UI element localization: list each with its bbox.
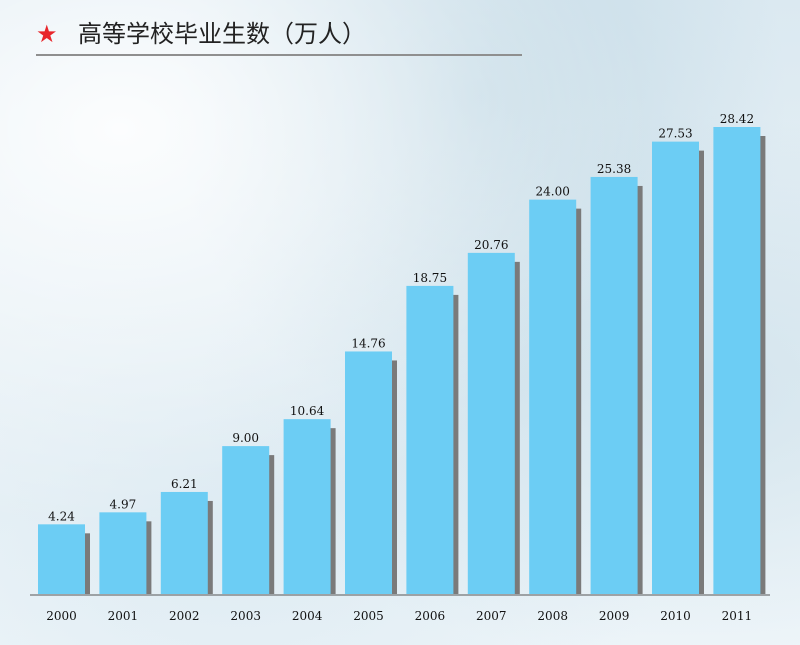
value-label-2009: 25.38 (597, 162, 631, 176)
tick-label-2007: 2007 (476, 609, 507, 623)
bar-2009 (590, 176, 638, 594)
tick-label-2003: 2003 (230, 609, 261, 623)
tick-label-2005: 2005 (353, 609, 384, 623)
value-label-2003: 9.00 (232, 431, 259, 445)
tick-label-2006: 2006 (415, 609, 446, 623)
chart-title: 高等学校毕业生数（万人） (78, 20, 366, 48)
bar-2008 (529, 199, 577, 595)
bar-2002 (160, 491, 208, 594)
value-label-2005: 14.76 (351, 336, 385, 350)
bar-2004 (283, 419, 331, 594)
bar-2010 (652, 141, 699, 594)
tick-label-2004: 2004 (292, 609, 323, 623)
value-label-2008: 24.00 (536, 185, 570, 199)
bar-2011 (713, 127, 761, 594)
value-labels: 4.24 4.97 6.21 9.00 10.64 14.76 18.75 20.76 24.0… (48, 112, 754, 523)
value-label-2006: 18.75 (413, 271, 447, 285)
tick-label-2009: 2009 (599, 609, 630, 623)
bar-2006 (406, 285, 454, 594)
value-label-2002: 6.21 (171, 477, 198, 491)
value-label-2011: 28.42 (720, 112, 754, 126)
value-label-2004: 10.64 (290, 404, 325, 418)
chart-title-bar: ★ 高等学校毕业生数（万人） (36, 20, 522, 56)
tick-label-2011: 2011 (722, 609, 753, 623)
tick-label-2000: 2000 (46, 609, 77, 623)
red-star-icon: ★ (36, 20, 58, 48)
bars (38, 127, 761, 595)
value-label-2010: 27.53 (658, 127, 692, 141)
bar-2007 (467, 252, 515, 594)
tick-label-2010: 2010 (660, 609, 691, 623)
bar-2003 (222, 446, 270, 594)
tick-label-2001: 2001 (108, 609, 139, 623)
value-label-2007: 20.76 (474, 238, 508, 252)
tick-label-2008: 2008 (537, 609, 568, 623)
bar-2005 (345, 351, 392, 594)
bar-2001 (99, 512, 147, 594)
value-label-2000: 4.24 (48, 509, 75, 523)
bar-2000 (38, 524, 85, 594)
value-label-2001: 4.97 (110, 497, 137, 511)
x-tick-labels: 2000 2001 2002 2003 2004 2005 2006 2007 2008 2009… (46, 609, 752, 623)
tick-label-2002: 2002 (169, 609, 200, 623)
